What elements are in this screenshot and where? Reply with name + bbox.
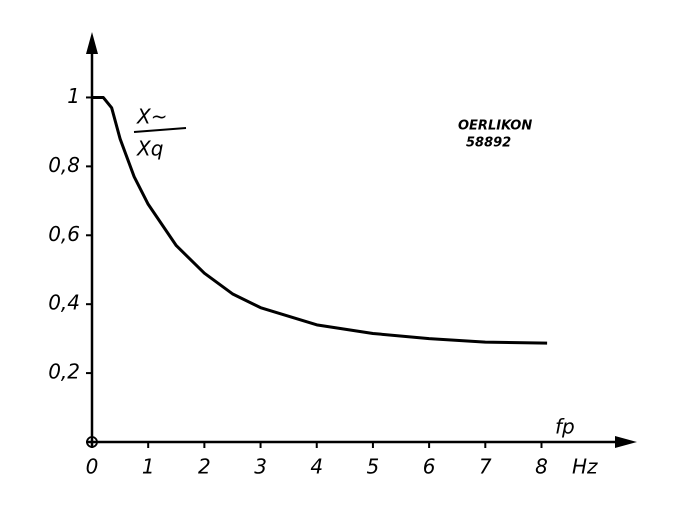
x-tick-label: 2 [198, 455, 211, 479]
x-axis-label: fp [555, 415, 575, 439]
x-tick-label: 0 [86, 455, 99, 479]
fraction-bar [133, 127, 187, 133]
line-series [92, 95, 548, 345]
y-axis-arrow [86, 32, 98, 54]
y-tick-label: 0,6 [48, 222, 80, 246]
y-tick-label: 0,4 [48, 291, 80, 315]
x-tick-label: 4 [310, 455, 323, 479]
x-tick-label: 8 [535, 455, 548, 479]
y-axis-label-numerator: X~ [136, 105, 167, 129]
y-tick-label: 0,8 [48, 153, 80, 177]
x-tick-label: 6 [423, 455, 436, 479]
annotation: 58892 [466, 136, 511, 151]
annotation: OERLIKON [458, 119, 532, 134]
x-tick-label: 7 [479, 455, 492, 479]
x-tick-label: 3 [254, 455, 267, 479]
x-tick-label: 1 [142, 455, 155, 479]
y-tick-label: 0,2 [48, 360, 80, 384]
x-tick-label: 5 [367, 455, 380, 479]
y-axis-label-denominator: Xq [136, 137, 163, 161]
x-axis-arrow [615, 436, 637, 448]
y-tick-label: 1 [67, 84, 80, 108]
x-unit-label: Hz [572, 455, 598, 479]
